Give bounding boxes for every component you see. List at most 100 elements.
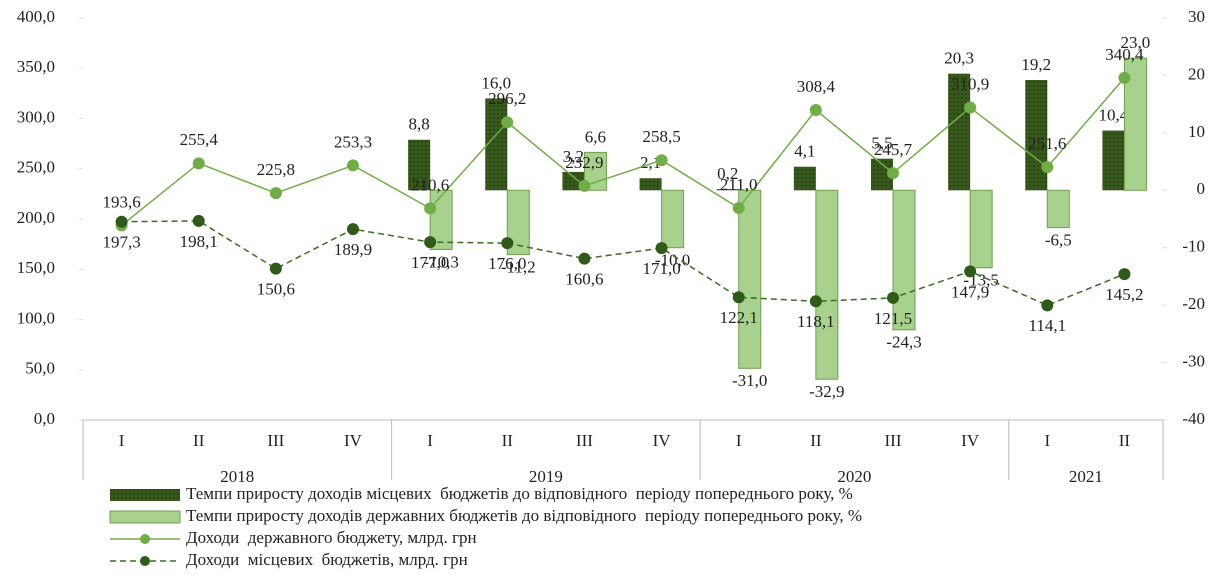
x-group-label: 2020 [837,467,871,486]
point [192,214,205,227]
y2-tick-label: 30 [1188,7,1205,26]
point [501,237,514,250]
data-label: 198,1 [180,232,218,251]
data-label: 150,6 [257,280,295,299]
point [192,157,205,170]
x-tick-label: II [502,431,514,450]
data-label: -31,0 [732,371,767,390]
bar [969,189,993,269]
data-label: 6,6 [585,127,606,146]
bar [639,178,662,191]
data-label: -10,0 [655,251,690,270]
point [809,104,822,117]
data-label: 255,4 [180,130,219,149]
bar [1102,130,1125,191]
point [964,101,977,114]
point [501,116,514,129]
x-tick-label: III [267,431,284,450]
x-group-label: 2021 [1069,467,1103,486]
bar [485,98,508,191]
point [269,187,282,200]
data-label: 189,9 [334,240,372,259]
data-label: 10,4 [1099,105,1129,124]
data-label: -32,9 [809,382,844,401]
data-label: 5,5 [871,134,892,153]
point [809,295,822,308]
y-tick-label: 200,0 [17,208,55,227]
data-label: 3,2 [563,147,584,166]
data-label: 308,4 [797,77,836,96]
y2-tick-label: -30 [1182,351,1205,370]
data-label: -11,2 [501,258,536,277]
line [121,77,1125,227]
y-tick-label: 350,0 [17,57,55,76]
point [347,223,359,236]
x-tick-label: I [119,431,125,450]
bar [716,189,739,191]
point [655,242,668,255]
y2-tick-label: -40 [1182,409,1205,428]
data-label: 210,6 [411,175,449,194]
data-label: 118,1 [797,312,835,331]
point [424,202,437,215]
legend-label: Доходи місцевих бюджетів, млрд. грн [186,550,468,569]
y2-tick-label: 10 [1188,122,1205,141]
data-label: 20,3 [944,49,974,68]
x-tick-label: III [885,431,902,450]
data-label: 122,1 [720,308,758,327]
line [121,220,1125,307]
bar [892,189,916,331]
x-tick-label: IV [961,431,980,450]
x-group-label: 2019 [529,467,563,486]
bar [506,189,530,256]
x-tick-label: I [1044,431,1050,450]
data-label: 251,6 [1028,134,1066,153]
bar [1123,57,1147,191]
x-tick-label: I [736,431,742,450]
data-label: 171,0 [642,259,680,278]
point [655,154,668,167]
data-label: 121,5 [874,309,912,328]
y-tick-label: 50,0 [25,359,55,378]
x-tick-label: II [193,431,205,450]
data-label: 225,8 [257,160,295,179]
legend-label: Темпи приросту доходів місцевих бюджетів… [186,484,853,503]
y-tick-label: 100,0 [17,308,55,327]
data-label: 177,0 [411,253,449,272]
data-label: 245,7 [874,140,913,159]
x-tick-label: IV [344,431,363,450]
data-label: 211,0 [720,175,758,194]
data-label: 114,1 [1028,316,1066,335]
point [269,262,282,275]
legend-swatch [140,556,150,566]
point [1118,71,1131,84]
data-label: 19,2 [1021,55,1051,74]
point [115,215,128,228]
x-tick-label: III [576,431,593,450]
point [578,252,591,265]
legend-swatch [109,510,181,524]
point [1118,268,1131,281]
data-label: 145,2 [1105,285,1143,304]
data-label: 2,1 [640,153,661,172]
point [1041,299,1054,312]
point [732,291,745,304]
data-label: 16,0 [481,73,511,92]
point [578,179,591,192]
data-label: -10,3 [423,252,458,271]
bar [738,189,762,369]
data-label: 8,8 [409,115,430,134]
point [347,159,359,172]
bar [948,73,971,191]
point [424,236,437,249]
legend-swatch [110,489,180,501]
data-label: 253,3 [334,132,372,151]
point [887,291,899,304]
y-tick-label: 150,0 [17,258,55,277]
y2-tick-label: 20 [1188,64,1205,83]
y2-tick-label: 0 [1197,179,1206,198]
point [732,201,745,214]
point [887,167,899,180]
data-label: 4,1 [794,142,815,161]
